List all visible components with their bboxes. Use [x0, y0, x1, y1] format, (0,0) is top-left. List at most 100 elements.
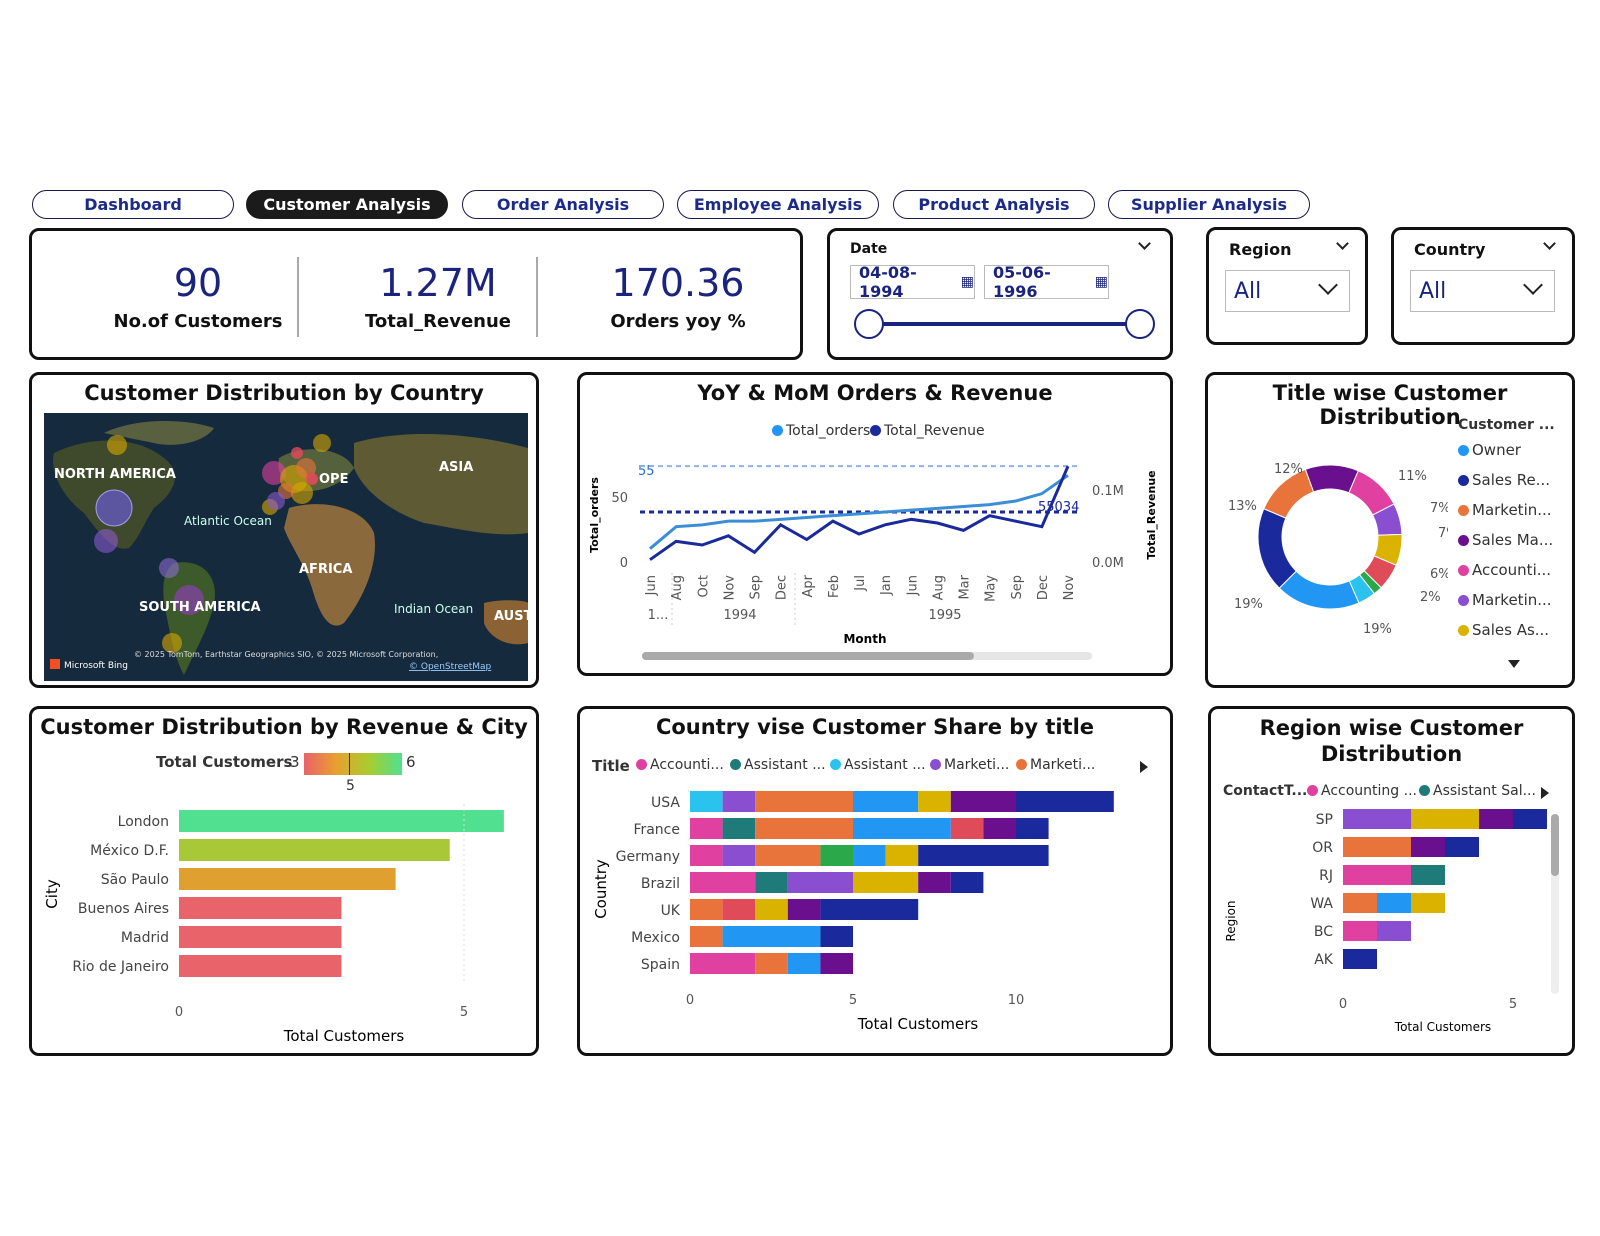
donut-legend-item[interactable]: Marketin...: [1458, 501, 1552, 519]
legend-item[interactable]: Accounti...: [636, 757, 724, 773]
map-label-indian: Indian Ocean: [394, 602, 473, 616]
kpi-divider: [297, 257, 299, 337]
legend-item[interactable]: Assistant ...: [830, 757, 926, 773]
tab-order-analysis[interactable]: Order Analysis: [462, 190, 664, 219]
date-range-end-handle[interactable]: [1125, 309, 1155, 339]
stacked-segment: [950, 872, 984, 893]
stacked-segment: [853, 791, 919, 812]
stacked-segment: [755, 899, 788, 920]
category-label: BC: [1314, 924, 1333, 940]
legend-dot-icon: [1458, 475, 1469, 486]
legend-item[interactable]: Marketi...: [1016, 757, 1095, 773]
gradient-legend-bar: [304, 753, 402, 775]
calendar-icon[interactable]: ▦: [1094, 274, 1108, 290]
series-line-total_orders: [649, 474, 1069, 550]
chevron-down-icon[interactable]: [1336, 237, 1349, 250]
donut-legend-item[interactable]: Owner: [1458, 441, 1521, 459]
region-chart-title: Region wise Customer Distribution: [1259, 716, 1524, 766]
region-dropdown-value: All: [1234, 278, 1262, 304]
stacked-segment: [1343, 893, 1377, 913]
legend-item[interactable]: Assistant Sal...: [1419, 783, 1536, 799]
legend-next-icon[interactable]: [1140, 761, 1148, 773]
tab-product-analysis[interactable]: Product Analysis: [893, 190, 1095, 219]
stacked-segment: [1513, 809, 1547, 829]
legend-dot-icon: [636, 759, 647, 770]
month-tick: Feb: [827, 575, 842, 598]
city-label: Rio de Janeiro: [72, 959, 169, 975]
tab-supplier-analysis[interactable]: Supplier Analysis: [1108, 190, 1310, 219]
stacked-segment: [983, 818, 1016, 839]
stacked-segment: [690, 899, 723, 920]
legend-dot-icon: [830, 759, 841, 770]
legend-total-revenue[interactable]: Total_Revenue: [870, 423, 985, 439]
donut-legend-item[interactable]: Sales As...: [1458, 621, 1549, 639]
legend-item[interactable]: Marketi...: [930, 757, 1009, 773]
stacked-segment: [950, 818, 984, 839]
map-card: Customer Distribution by Country NORTH A…: [29, 372, 539, 688]
legend-scroll-down-icon[interactable]: [1508, 660, 1520, 668]
region-legend-title: ContactT...: [1223, 783, 1308, 799]
city-label: México D.F.: [90, 843, 169, 859]
gradient-legend-label: Total Customers: [156, 753, 293, 771]
gradient-max: 6: [406, 753, 416, 771]
pct-label: 11%: [1398, 469, 1427, 484]
month-tick: Dec: [775, 575, 790, 600]
month-tick: Jul: [853, 575, 868, 592]
donut-legend-title: Customer ...: [1458, 417, 1555, 433]
kpi-card: 90 No.of Customers 1.27M Total_Revenue 1…: [29, 228, 803, 360]
vertical-scrollbar-thumb[interactable]: [1551, 814, 1559, 876]
category-label: Mexico: [631, 930, 680, 946]
y-right-tick: 0.0M: [1092, 556, 1124, 571]
donut-legend-item[interactable]: Sales Ma...: [1458, 531, 1553, 549]
horizontal-scrollbar-thumb[interactable]: [642, 652, 974, 660]
donut-legend-item[interactable]: Accounti...: [1458, 561, 1551, 579]
calendar-icon[interactable]: ▦: [960, 274, 974, 290]
country-dropdown[interactable]: All: [1410, 270, 1555, 312]
stacked-segment: [755, 953, 788, 974]
start-date-input[interactable]: 04-08-1994 ▦: [850, 263, 975, 301]
y-tick: 50: [611, 491, 628, 506]
legend-item[interactable]: Assistant ...: [730, 757, 826, 773]
map-osm-link[interactable]: © OpenStreetMap: [409, 662, 492, 672]
pct-label: 7%: [1438, 526, 1448, 541]
tab-dashboard[interactable]: Dashboard: [32, 190, 234, 219]
category-label: USA: [651, 795, 680, 811]
legend-item[interactable]: Accounting ...: [1307, 783, 1417, 799]
date-range-start-handle[interactable]: [854, 309, 884, 339]
donut-legend-label: Marketin...: [1472, 591, 1552, 609]
donut-legend-item[interactable]: Sales Re...: [1458, 471, 1550, 489]
legend-total-orders[interactable]: Total_orders: [772, 423, 870, 439]
stacked-segment: [820, 899, 919, 920]
chevron-down-icon[interactable]: [1543, 237, 1556, 250]
city-chart-title: Customer Distribution by Revenue & City: [40, 715, 528, 739]
stacked-segment: [1377, 921, 1411, 941]
kpi-orders-yoy-value: 170.36: [611, 261, 745, 305]
end-date-input[interactable]: 05-06-1996 ▦: [984, 263, 1109, 301]
category-label: RJ: [1319, 868, 1333, 884]
y-axis-label: Region: [1224, 900, 1238, 941]
chevron-down-icon[interactable]: [1138, 237, 1151, 250]
world-map[interactable]: NORTH AMERICA OPE ASIA Atlantic Ocean AF…: [44, 413, 528, 681]
gradient-min: 3: [290, 753, 300, 771]
city-label: São Paulo: [101, 872, 169, 888]
donut-legend-item[interactable]: Marketin...: [1458, 591, 1552, 609]
x-axis-label: Total Customers: [1394, 1020, 1491, 1034]
map-label-asia: ASIA: [439, 460, 473, 475]
line-chart: Total_orders Total_Revenue 50 0 0.1M 0.0…: [588, 464, 1158, 660]
legend-dot-icon: [1458, 625, 1469, 636]
stacked-segment: [755, 791, 853, 812]
city-bar-chart: City London México D.F. São Paulo Buenos Ai…: [43, 804, 504, 1045]
year-label: 1...: [648, 608, 669, 623]
city-bar: [179, 810, 504, 832]
kpi-divider: [536, 257, 538, 337]
stacked-segment: [1343, 837, 1411, 857]
region-dropdown[interactable]: All: [1225, 270, 1350, 312]
date-range-track[interactable]: [870, 322, 1138, 326]
stacked-segment: [1016, 791, 1114, 812]
legend-next-icon[interactable]: [1541, 787, 1549, 799]
donut-card: Title wise Customer Distribution 12% 11%…: [1205, 372, 1575, 688]
tab-employee-analysis[interactable]: Employee Analysis: [677, 190, 879, 219]
tab-customer-analysis[interactable]: Customer Analysis: [246, 190, 448, 219]
stacked-segment: [1445, 837, 1479, 857]
y-right-axis-label: Total_Revenue: [1145, 470, 1158, 559]
